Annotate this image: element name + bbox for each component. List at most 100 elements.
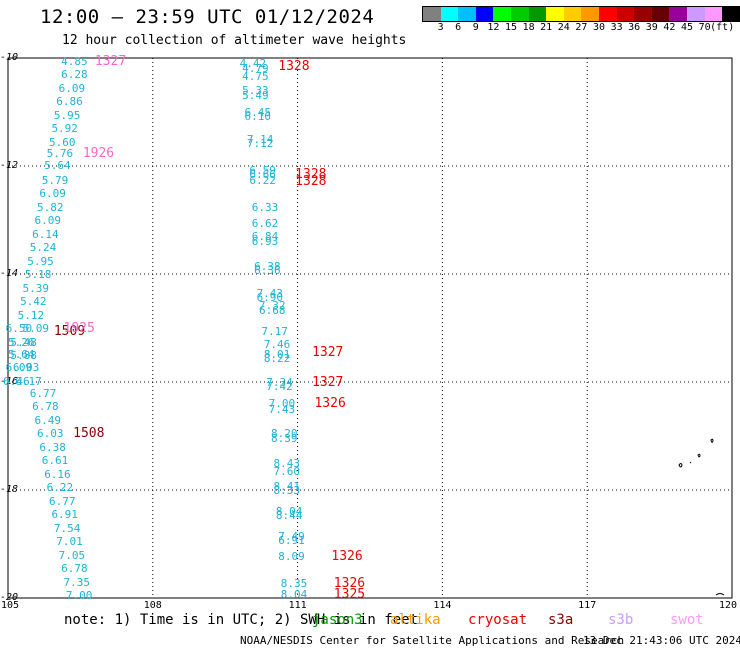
wave-height-label: 5.26 (8, 335, 35, 349)
wave-height-label: 6.03 (12, 361, 40, 375)
wave-height-label: 6.09 (5, 361, 33, 375)
wave-height-label: 4.85 (61, 54, 88, 68)
colorbar-swatch (563, 7, 582, 21)
wave-height-label: 8.20 (271, 427, 298, 441)
wave-height-label: 7.05 (58, 548, 86, 562)
colorbar-label: 70 (698, 22, 711, 33)
wave-height-label: 7.43 (268, 403, 296, 416)
legend-item-s3a: s3a (548, 612, 574, 628)
colorbar-label: 21 (540, 22, 553, 33)
colorbar-label: 36 (628, 22, 641, 33)
wave-height-label: 6.17 (15, 374, 42, 388)
colorbar-swatch (510, 7, 529, 21)
wave-height-label: 8.35 (280, 576, 308, 590)
colorbar-label: 6 (455, 22, 462, 33)
wave-height-label: 6.09 (34, 214, 62, 227)
wave-height-label: 7.00 (65, 589, 93, 603)
page-title: 12:00 — 23:59 UTC 01/12/2024 (40, 6, 375, 28)
wave-height-label: 7.54 (53, 521, 81, 535)
islands (678, 438, 725, 596)
wave-height-label: 8.43 (273, 457, 300, 470)
x-tick-label: 111 (288, 600, 307, 611)
wave-height-label: 7.17 (261, 324, 288, 338)
colorbar-label: 42 (663, 22, 676, 33)
y-tick-label: -14 (0, 268, 19, 279)
wave-height-label: 6.90 (256, 291, 284, 305)
wave-height-label: 7.43 (256, 286, 284, 300)
wave-height-label: 6.66 (249, 168, 276, 182)
colorbar-label: 30 (592, 22, 606, 33)
x-tick-label: 117 (578, 600, 597, 611)
colorbar-label: 3 (437, 22, 444, 33)
wave-height-label: 6.59 (249, 164, 276, 178)
wave-height-label: 5.18 (24, 268, 52, 281)
pass-time-label: 1509 (53, 323, 86, 339)
island-shape (697, 453, 701, 458)
pass-time-label: 1327 (94, 53, 127, 69)
wave-height-label: 6.46 (3, 374, 30, 388)
wave-height-label: 5.92 (51, 122, 78, 136)
wave-height-label: 5.42 (20, 295, 47, 308)
y-tick-label: -16 (0, 376, 19, 387)
colorbar-label: 12 (487, 22, 500, 33)
wave-height-label: 7.01 (56, 535, 83, 549)
wave-height-label: 7.35 (63, 575, 91, 589)
wave-height-label: 6.61 (41, 454, 69, 468)
wave-height-label: 4.42 (239, 57, 267, 71)
wave-height-label: 7.60 (273, 465, 300, 479)
wave-height-label: 5.95 (27, 254, 54, 268)
wave-height-label: 6.50 (5, 322, 33, 335)
pass-time-label: 1508 (73, 426, 105, 442)
island-shape (715, 593, 725, 596)
colorbar-swatch (528, 7, 547, 21)
colorbar-label: 24 (557, 22, 570, 33)
legend-item-jason3: jason3 (312, 612, 363, 628)
pass-time-label: 1328 (278, 59, 310, 75)
footer-credit: NOAA/NESDIS Center for Satellite Applica… (240, 634, 625, 647)
wave-height-label: 6.22 (249, 173, 276, 187)
colorbar-label: 18 (522, 22, 535, 33)
x-tick-label: 114 (433, 600, 452, 611)
island-shape (678, 463, 683, 468)
wave-height-label: 6.22 (46, 481, 74, 495)
island-shape (689, 461, 692, 464)
wave-height-label: 7.46 (263, 338, 291, 352)
wave-height-label: 8.22 (263, 352, 291, 366)
colorbar-swatch (581, 7, 599, 21)
colorbar-label: (ft) (710, 22, 735, 33)
wave-height-label: 6.78 (32, 400, 59, 414)
colorbar-swatch (669, 7, 687, 21)
page-subtitle: 12 hour collection of altimeter wave hei… (62, 33, 407, 48)
wave-height-label: 6.16 (44, 467, 71, 481)
wave-height-label: 5.09 (22, 322, 49, 335)
footer-time: 13 Dec 21:43:06 UTC 2024 (583, 634, 740, 647)
gridlines (8, 58, 732, 598)
wave-height-label: 6.93 (251, 234, 279, 248)
colorbar-swatch (686, 7, 705, 21)
pass-time-label: 1325 (333, 586, 366, 602)
pass-time-label: 1326 (331, 549, 363, 565)
wave-height-label: 5.24 (29, 241, 57, 254)
wave-height-label: 8.44 (275, 508, 303, 522)
wave-height-label: 5.76 (46, 146, 74, 160)
wave-height-label: 5.60 (49, 135, 76, 149)
note-text: note: 1) Time is in UTC; 2) SWH is in fe… (64, 612, 419, 628)
wave-height-label: 4.75 (242, 69, 269, 83)
colorbar-swatch (634, 7, 652, 21)
colorbar-swatch (546, 7, 564, 21)
wave-height-label: 5.79 (41, 173, 69, 187)
wave-height-label: 6.45 (244, 106, 272, 119)
colorbar-label: 15 (504, 22, 518, 33)
wave-height-label: 7.49 (278, 529, 305, 543)
wave-height-label: 8.04 (280, 587, 308, 601)
y-tick-label: -10 (0, 52, 19, 63)
wave-height-label: 5.64 (8, 347, 35, 361)
wave-height-label: 8.01 (263, 347, 291, 361)
wave-height-label: 6.09 (39, 187, 66, 200)
island-shape (710, 438, 714, 443)
wave-height-label: 6.36 (254, 264, 281, 278)
wave-height-label: 6.78 (61, 562, 88, 576)
wave-height-label: 6.33 (251, 200, 279, 214)
